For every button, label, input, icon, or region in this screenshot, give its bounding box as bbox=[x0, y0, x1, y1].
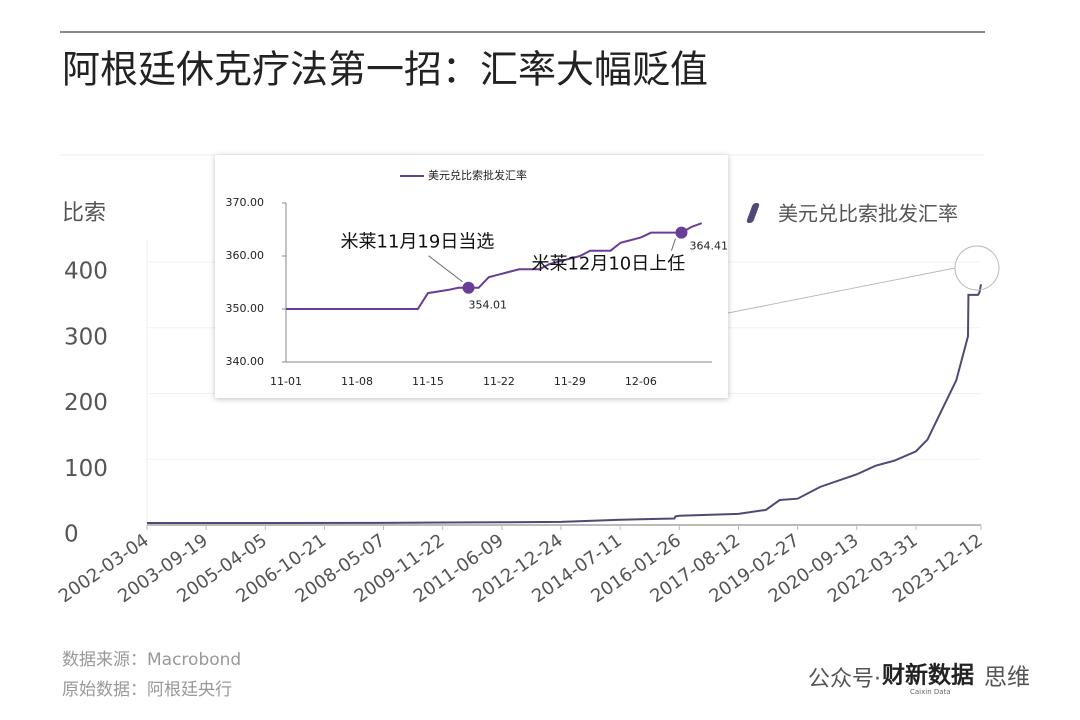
y-tick-label: 350.00 bbox=[226, 302, 265, 315]
inset-chart: 340.00 350.00 360.00 370.00 11-01 11-08 11-15 1… bbox=[226, 168, 728, 388]
zoom-circle bbox=[954, 245, 1000, 291]
raw-source: 原始数据：阿根廷央行 bbox=[62, 680, 232, 700]
y-tick-label: 300 bbox=[64, 324, 108, 350]
highlight-point bbox=[675, 226, 688, 239]
x-tick-label: 11-22 bbox=[483, 375, 515, 388]
y-tick-label: 100 bbox=[64, 456, 108, 482]
x-tick-label: 11-01 bbox=[270, 375, 302, 388]
legend-label: 美元兑比索批发汇率 bbox=[428, 168, 527, 182]
chart-title: 阿根廷休克疗法第一招：汇率大幅贬值 bbox=[62, 48, 708, 92]
x-tick-label: 11-08 bbox=[341, 375, 373, 388]
y-axis-label: 比索 bbox=[62, 201, 106, 226]
highlight-point bbox=[462, 281, 475, 294]
y-tick-label: 340.00 bbox=[226, 355, 265, 368]
watermark: 公众号· bbox=[808, 667, 881, 692]
brand-sub: Caixin Data bbox=[910, 688, 951, 696]
annotation: 米莱12月10日上任 bbox=[531, 254, 685, 275]
data-label: 364.41 bbox=[689, 240, 728, 253]
data-label: 354.01 bbox=[469, 299, 508, 312]
brand-tail: 思维 bbox=[984, 665, 1030, 691]
inset-frame bbox=[215, 155, 728, 398]
x-tick-label: 11-29 bbox=[554, 375, 586, 388]
x-tick-label: 12-06 bbox=[625, 375, 657, 388]
y-tick-label: 370.00 bbox=[226, 196, 265, 209]
series-line bbox=[286, 222, 703, 310]
y-tick-label: 360.00 bbox=[226, 249, 265, 262]
legend-swatch bbox=[746, 203, 760, 223]
x-tick-label: 11-15 bbox=[412, 375, 444, 388]
connector bbox=[727, 267, 956, 314]
series-line bbox=[147, 284, 982, 525]
annotation-arrow bbox=[670, 238, 676, 251]
y-tick-label: 400 bbox=[64, 259, 108, 285]
y-tick-label: 200 bbox=[64, 390, 108, 416]
y-tick-label: 0 bbox=[64, 522, 79, 548]
source: 数据来源：Macrobond bbox=[62, 650, 241, 670]
brand: 财新数据 bbox=[882, 662, 974, 689]
legend-label: 美元兑比索批发汇率 bbox=[778, 202, 958, 226]
annotation-arrow bbox=[428, 255, 463, 283]
annotation: 米莱11月19日当选 bbox=[341, 232, 495, 253]
